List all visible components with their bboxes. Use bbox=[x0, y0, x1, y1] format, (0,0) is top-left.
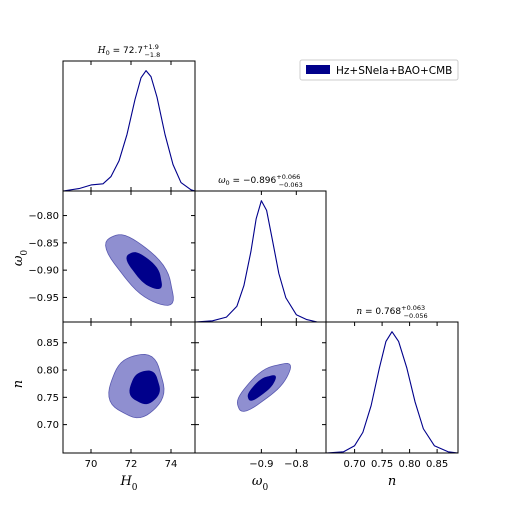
y-axis-label-n: n bbox=[11, 380, 26, 388]
x-axis-label-n: n bbox=[388, 474, 396, 489]
h0-w0-ytick-label: −0.95 bbox=[28, 293, 59, 304]
n-marginal-curve bbox=[325, 331, 459, 454]
h0-marginal-title: H0 = 72.7+1.9 −1.8 bbox=[97, 43, 161, 59]
legend-box bbox=[299, 59, 459, 81]
h0-n-ytick-label: 0.80 bbox=[37, 366, 59, 377]
w0-marginal-curve bbox=[194, 200, 326, 323]
h0-n-ytick-label: 0.75 bbox=[37, 393, 59, 404]
w0-n-xtick-label: −0.9 bbox=[249, 459, 273, 470]
h0-n-xtick-label: 74 bbox=[165, 459, 178, 470]
x-axis-label-w0: ω0 bbox=[252, 474, 269, 493]
h0-n-contour-68 bbox=[129, 370, 160, 405]
h0-marginal-curve bbox=[62, 70, 196, 192]
h0-n-ytick-label: 0.70 bbox=[37, 420, 59, 431]
y-axis-label-w0: ω0 bbox=[11, 250, 30, 267]
n-marginal-frame bbox=[325, 321, 459, 454]
h0-w0-contour-68 bbox=[126, 252, 162, 290]
x-axis-label-h0: H0 bbox=[119, 474, 137, 493]
h0-w0-ytick-label: −0.85 bbox=[28, 238, 59, 249]
w0-marginal-frame bbox=[194, 190, 327, 323]
w0-n-frame bbox=[194, 321, 327, 454]
n-marginal-xtick-label: 0.85 bbox=[426, 459, 448, 470]
n-marginal-xtick-label: 0.80 bbox=[398, 459, 420, 470]
legend-swatch bbox=[306, 65, 330, 74]
h0-w0-ytick-label: −0.80 bbox=[28, 211, 59, 222]
h0-w0-ytick-label: −0.90 bbox=[28, 266, 59, 277]
h0-n-xtick-label: 72 bbox=[125, 459, 138, 470]
legend-label: Hz+SNeIa+BAO+CMB bbox=[336, 65, 452, 77]
w0-n-contour-68 bbox=[247, 375, 276, 401]
h0-n-ytick-label: 0.85 bbox=[37, 338, 59, 349]
n-marginal-xtick-label: 0.75 bbox=[371, 459, 393, 470]
n-marginal-xtick-label: 0.70 bbox=[343, 459, 365, 470]
n-marginal-title: n = 0.768+0.063 −0.056 bbox=[356, 304, 427, 320]
w0-n-xtick-label: −0.8 bbox=[284, 459, 308, 470]
legend: Hz+SNeIa+BAO+CMB bbox=[299, 59, 459, 81]
h0-n-xtick-label: 70 bbox=[85, 459, 98, 470]
w0-marginal-title: ω0 = −0.896+0.066 −0.063 bbox=[218, 173, 303, 189]
